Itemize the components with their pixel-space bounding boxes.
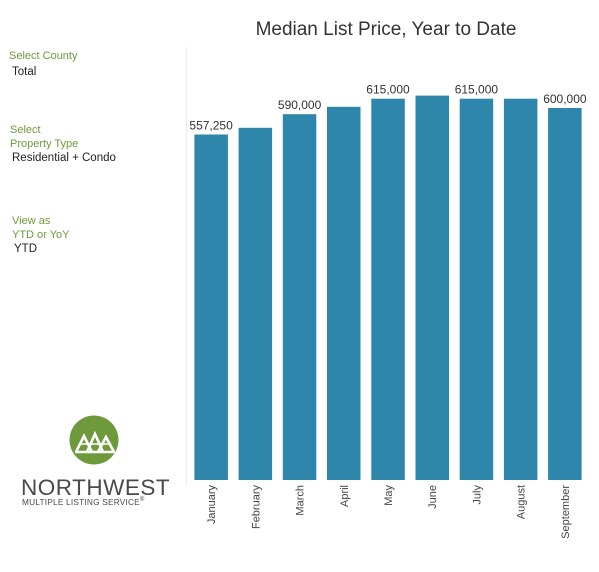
chart-title: Median List Price, Year to Date [255,19,517,40]
x-tick-label-august: August [516,485,528,519]
bar-may[interactable] [371,98,405,480]
registered-mark: ® [139,497,145,503]
logo-wordmark: NORTHWEST [21,475,171,500]
x-tick-label-september: September [560,485,572,539]
bar-april[interactable] [327,106,361,481]
nwmls-peaks-icon [69,415,119,465]
filter-county-select[interactable]: Total [12,66,37,78]
filter-county-label: Select County [9,50,78,62]
data-label-september: 600,000 [543,92,587,106]
x-tick-label-february: February [250,485,262,530]
x-tick-label-april: April [339,485,351,507]
filter-view-select[interactable]: YTD [14,243,37,255]
x-tick-label-may: May [383,485,395,506]
data-label-march: 590,000 [278,98,322,112]
filter-view-label-line1: View as [12,215,51,227]
bar-march[interactable] [282,114,317,480]
bar-july[interactable] [459,98,494,480]
x-tick-label-june: June [427,485,439,509]
panel-divider [186,46,187,486]
data-label-may: 615,000 [366,83,410,97]
filter-property-type-label-line2: Property Type [10,138,79,150]
x-tick-label-july: July [471,485,483,505]
filter-property-type-label-line1: Select [10,124,41,136]
bar-august[interactable] [503,98,538,480]
logo-subtitle-text: MULTIPLE LISTING SERVICE [22,497,140,507]
bar-june[interactable] [415,95,450,480]
x-tick-label-january: January [206,485,218,525]
logo-subtitle: MULTIPLE LISTING SERVICE® [22,497,145,507]
data-label-july: 615,000 [455,83,499,97]
x-tick-label-march: March [295,485,307,516]
filter-view-label-line2: YTD or YoY [12,229,70,241]
bar-september[interactable] [548,108,582,480]
bar-february[interactable] [238,127,273,481]
filter-property-type-select[interactable]: Residential + Condo [12,152,116,164]
data-label-january: 557,250 [189,119,233,133]
bar-january[interactable] [194,134,228,481]
